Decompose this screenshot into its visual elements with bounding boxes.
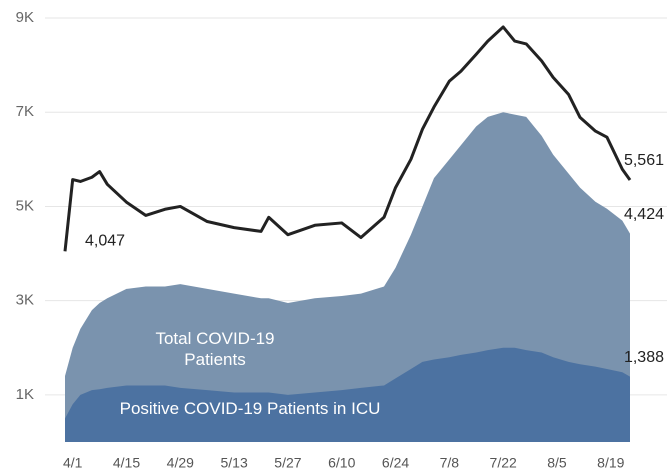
area — [65, 347, 630, 442]
x-tick-label: 8/19 — [597, 455, 624, 471]
x-tick-label: 6/10 — [328, 455, 355, 471]
y-tick-label: 7K — [16, 103, 34, 120]
x-tick-label: 4/15 — [113, 455, 140, 471]
x-tick-label: 4/1 — [63, 455, 83, 471]
value-label: 5,561 — [624, 152, 664, 169]
value-label: 1,388 — [624, 349, 664, 366]
value-label: 4,424 — [624, 206, 664, 223]
y-tick-label: 9K — [16, 9, 34, 26]
series-label: Total COVID-19 Patients — [155, 329, 275, 369]
x-tick-label: 4/29 — [167, 455, 194, 471]
x-tick-label: 7/8 — [440, 455, 460, 471]
x-tick-label: 5/27 — [274, 455, 301, 471]
x-tick-label: 6/24 — [382, 455, 409, 471]
y-tick-label: 1K — [16, 386, 34, 403]
line — [63, 25, 632, 252]
x-tick-label: 5/13 — [220, 455, 247, 471]
series-label: Positive COVID-19 Patients in ICU — [119, 399, 381, 418]
y-tick-label: 3K — [16, 292, 34, 309]
y-tick-label: 5K — [16, 197, 34, 214]
x-tick-label: 7/22 — [490, 455, 517, 471]
x-tick-label: 8/5 — [547, 455, 567, 471]
value-label: 4,047 — [85, 233, 125, 250]
